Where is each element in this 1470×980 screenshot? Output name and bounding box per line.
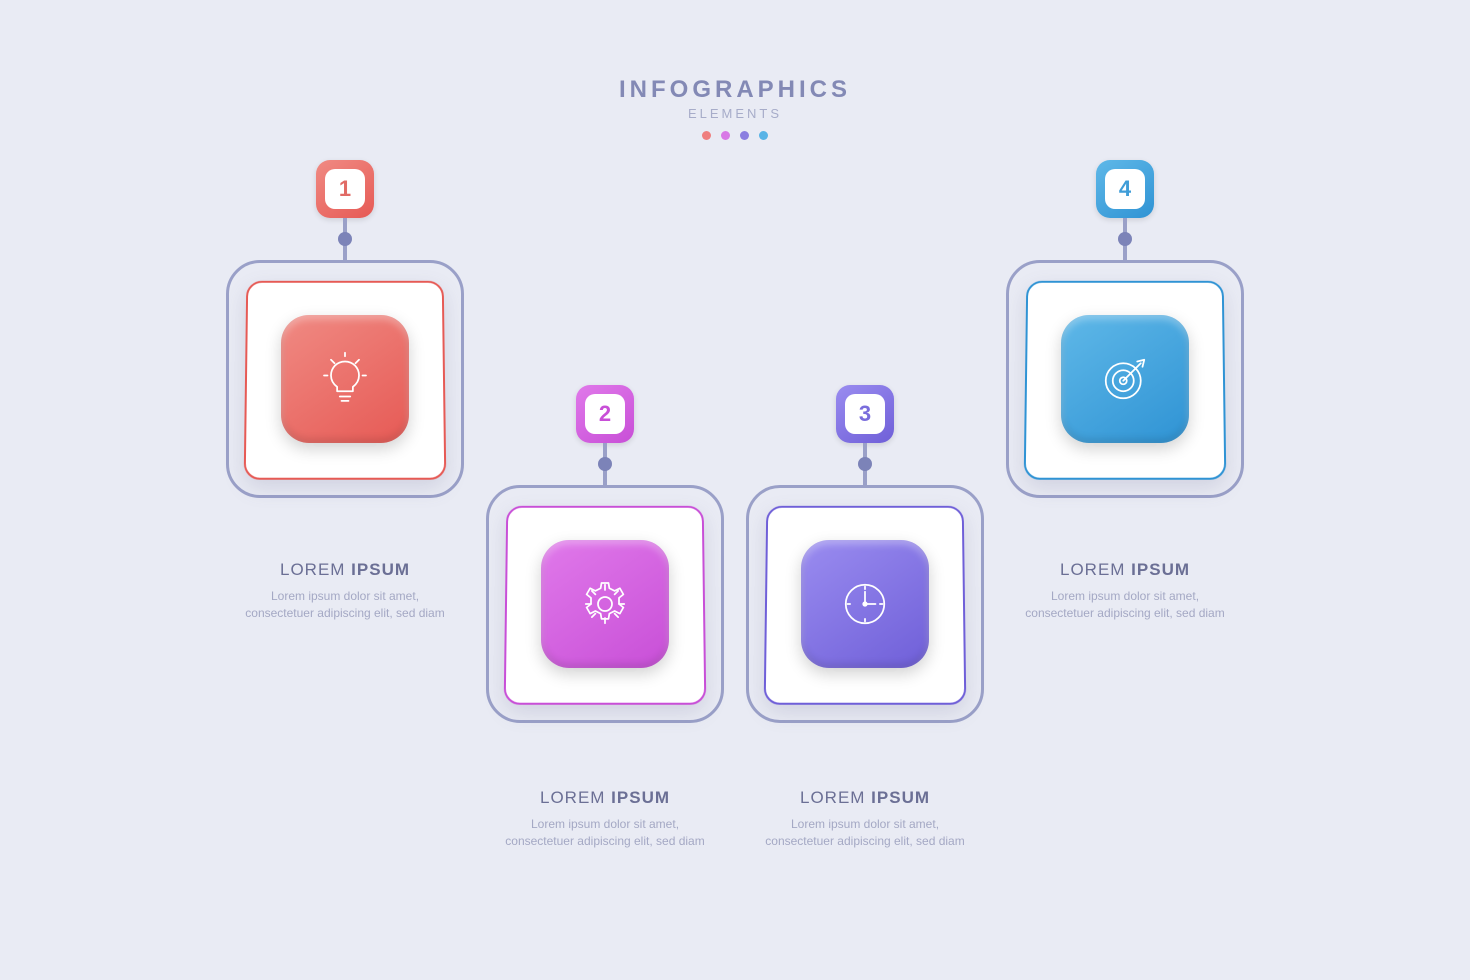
step-number: 1 bbox=[325, 169, 365, 209]
step-title: LOREM IPSUM bbox=[1015, 560, 1235, 580]
lightbulb-icon bbox=[281, 315, 409, 443]
step-text: LOREM IPSUM Lorem ipsum dolor sit amet, … bbox=[235, 560, 455, 623]
step-body: Lorem ipsum dolor sit amet, consectetuer… bbox=[755, 816, 975, 851]
step-text: LOREM IPSUM Lorem ipsum dolor sit amet, … bbox=[1015, 560, 1235, 623]
step-number: 3 bbox=[845, 394, 885, 434]
connector-knob bbox=[338, 232, 352, 246]
step-body: Lorem ipsum dolor sit amet, consectetuer… bbox=[1015, 588, 1235, 623]
gear-icon bbox=[541, 540, 669, 668]
step-number: 4 bbox=[1105, 169, 1145, 209]
step-badge: 4 bbox=[1096, 160, 1154, 218]
step-body: Lorem ipsum dolor sit amet, consectetuer… bbox=[495, 816, 715, 851]
connector-knob bbox=[858, 457, 872, 471]
step-text: LOREM IPSUM Lorem ipsum dolor sit amet, … bbox=[495, 788, 715, 851]
step-badge: 2 bbox=[576, 385, 634, 443]
step-2: 2 LOREM IPSUM Lorem ipsum dolor sit amet… bbox=[486, 0, 724, 980]
step-text: LOREM IPSUM Lorem ipsum dolor sit amet, … bbox=[755, 788, 975, 851]
step-title: LOREM IPSUM bbox=[495, 788, 715, 808]
step-title: LOREM IPSUM bbox=[235, 560, 455, 580]
step-badge: 1 bbox=[316, 160, 374, 218]
connector-knob bbox=[1118, 232, 1132, 246]
step-number: 2 bbox=[585, 394, 625, 434]
step-body: Lorem ipsum dolor sit amet, consectetuer… bbox=[235, 588, 455, 623]
step-1: 1 LOREM IPSUM Lorem ipsum dolor sit amet… bbox=[226, 0, 464, 980]
step-3: 3 LOREM IPSUM Lorem ipsum dolor sit amet… bbox=[746, 0, 984, 980]
clock-icon bbox=[801, 540, 929, 668]
step-badge: 3 bbox=[836, 385, 894, 443]
step-title: LOREM IPSUM bbox=[755, 788, 975, 808]
target-icon bbox=[1061, 315, 1189, 443]
step-4: 4 LOREM IPSUM Lorem ipsum dolor sit amet… bbox=[1006, 0, 1244, 980]
connector-knob bbox=[598, 457, 612, 471]
